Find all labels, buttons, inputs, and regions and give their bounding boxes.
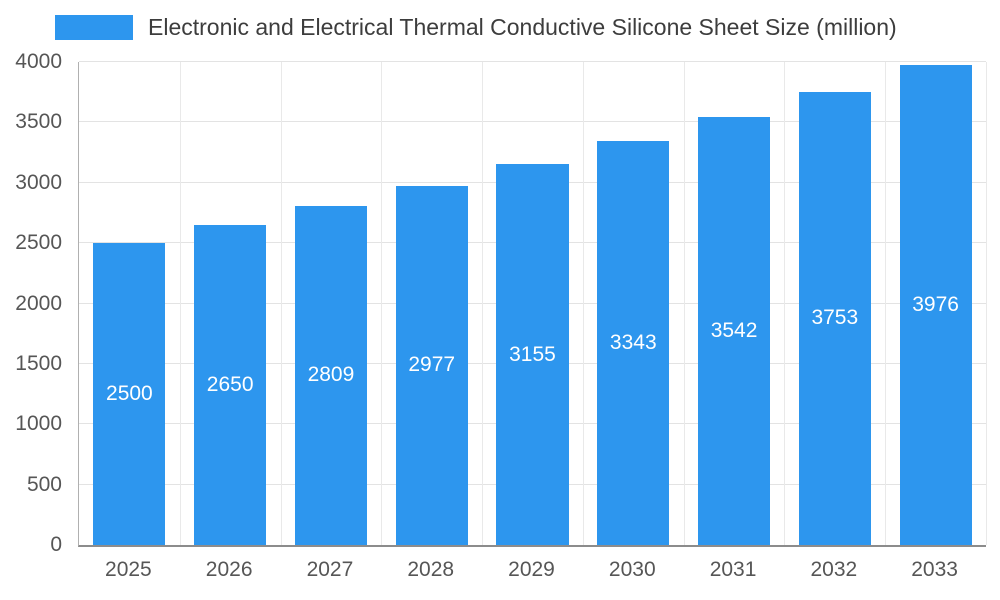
x-axis-label-2029: 2029 [508, 558, 555, 581]
gridline-vertical [885, 62, 887, 545]
y-axis-label: 1000 [15, 412, 62, 436]
chart-title: Electronic and Electrical Thermal Conduc… [148, 13, 897, 40]
legend-swatch[interactable] [55, 14, 133, 40]
bar-2030[interactable]: 3343 [597, 141, 670, 545]
bar-value-label: 3343 [609, 331, 657, 355]
y-axis-label: 500 [26, 472, 62, 496]
bar-value-label: 2977 [408, 353, 456, 377]
chart-legend: Electronic and Electrical Thermal Conduc… [55, 12, 897, 42]
gridline-vertical [482, 62, 484, 545]
bar-2033[interactable]: 3976 [899, 64, 972, 545]
y-axis-label: 0 [50, 533, 62, 556]
gridline-vertical [582, 62, 584, 545]
bar-2026[interactable]: 2650 [194, 225, 267, 545]
gridline-vertical [784, 62, 786, 545]
x-axis-label-2031: 2031 [709, 558, 757, 581]
y-axis-label: 3000 [15, 170, 62, 194]
bar-value-label: 2650 [206, 373, 254, 397]
bar-value-label: 2500 [106, 382, 153, 406]
gridline-vertical [683, 62, 685, 545]
gridline-vertical [986, 62, 987, 545]
bar-value-label: 3155 [509, 342, 556, 366]
gridline-vertical [280, 62, 282, 545]
gridline-vertical [381, 62, 383, 545]
bar-value-label: 2809 [307, 363, 355, 387]
x-axis-label-2026: 2026 [205, 558, 253, 581]
bar-value-label: 3542 [710, 319, 758, 343]
y-axis-label: 2500 [15, 231, 62, 255]
gridline-vertical [179, 62, 181, 545]
bar-2025[interactable]: 2500 [93, 243, 166, 545]
bar-value-label: 3976 [912, 292, 959, 316]
gridline-horizontal [79, 61, 986, 62]
bar-2029[interactable]: 3155 [496, 164, 569, 545]
bar-2027[interactable]: 2809 [294, 205, 367, 545]
x-axis-label-2025: 2025 [105, 558, 152, 581]
x-axis-label-2027: 2027 [306, 558, 354, 581]
y-axis-label: 3500 [15, 110, 62, 134]
y-axis-label: 4000 [15, 50, 62, 73]
y-axis: 0 500 1000 1500 2000 2500 3000 3500 4000 [0, 50, 68, 556]
y-axis-label: 2000 [15, 291, 62, 315]
bar-2032[interactable]: 3753 [798, 91, 871, 545]
x-axis-label-2030: 2030 [608, 558, 656, 581]
bar-2028[interactable]: 2977 [395, 185, 468, 545]
bar-value-label: 3753 [811, 306, 859, 330]
bar-2031[interactable]: 3542 [698, 117, 771, 545]
x-axis-label-2028: 2028 [407, 558, 455, 581]
y-axis-label: 1500 [15, 351, 62, 375]
x-axis-label-2032: 2032 [810, 558, 858, 581]
x-axis-label-2033: 2033 [911, 558, 958, 581]
plot-area: 2500 2650 2809 2977 3155 3343 3542 3753 3976 [78, 61, 987, 547]
gridline-horizontal [79, 121, 986, 123]
x-axis: 2025 2026 2027 2028 2029 2030 2031 2032 2033 [78, 556, 985, 588]
